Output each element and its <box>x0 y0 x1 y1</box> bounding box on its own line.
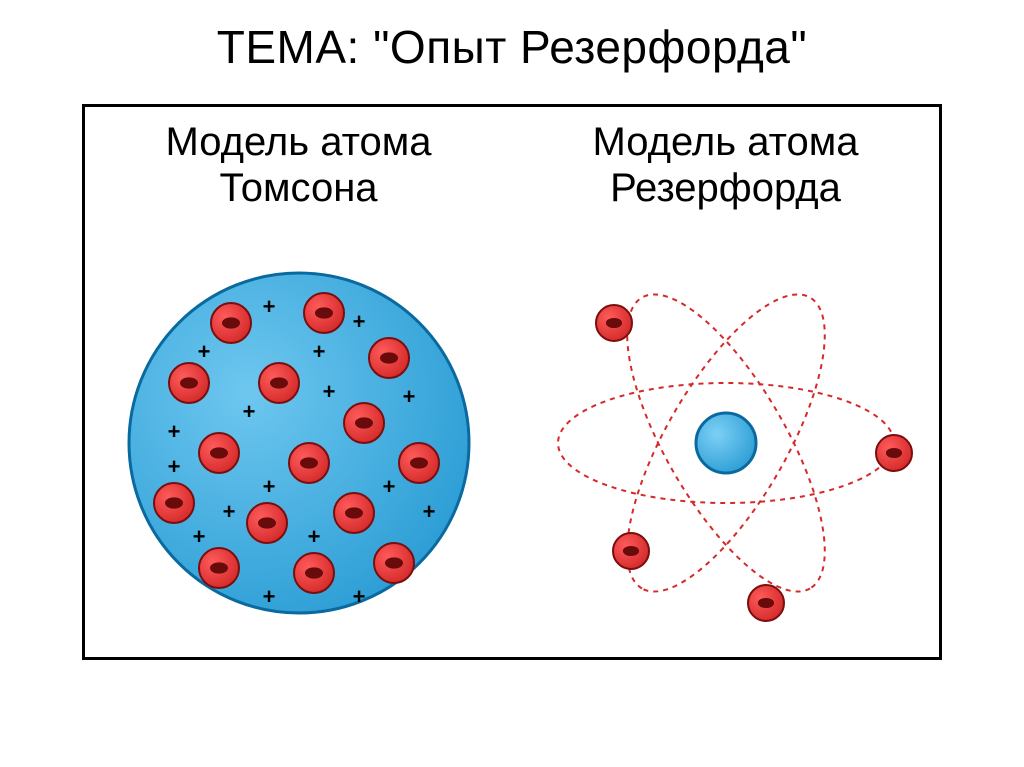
rutherford-panel: Модель атома Резерфорда <box>512 107 939 657</box>
plus-sign: + <box>352 309 365 334</box>
plus-sign: + <box>422 499 435 524</box>
thomson-diagram: + + + + + + + + + + + + + + + + + <box>119 263 479 623</box>
electron <box>596 305 632 341</box>
electron <box>247 503 287 543</box>
plus-sign: + <box>197 339 210 364</box>
rutherford-diagram <box>536 253 916 633</box>
electron <box>199 433 239 473</box>
electron <box>369 338 409 378</box>
electron <box>289 443 329 483</box>
plus-sign: + <box>262 294 275 319</box>
rutherford-model-area <box>512 229 939 657</box>
electron <box>334 493 374 533</box>
plus-sign: + <box>242 399 255 424</box>
plus-sign: + <box>167 419 180 444</box>
electron <box>613 533 649 569</box>
electron <box>154 483 194 523</box>
plus-sign: + <box>192 524 205 549</box>
electron <box>169 363 209 403</box>
rutherford-title-line2: Резерфорда <box>610 166 841 210</box>
thomson-title-line2: Томсона <box>219 166 377 210</box>
thomson-model-area: + + + + + + + + + + + + + + + + + <box>85 229 512 657</box>
electron <box>259 363 299 403</box>
thomson-title: Модель атома Томсона <box>166 119 432 211</box>
plus-sign: + <box>382 474 395 499</box>
plus-sign: + <box>167 454 180 479</box>
diagram-frame: Модель атома Томсона + + + + + + + + + + + + + + + + + М… <box>82 104 942 660</box>
electron <box>374 543 414 583</box>
plus-sign: + <box>312 339 325 364</box>
electron <box>344 403 384 443</box>
electron <box>304 293 344 333</box>
electron <box>399 443 439 483</box>
page-title: ТЕМА: "Опыт Резерфорда" <box>217 20 807 74</box>
electron <box>876 435 912 471</box>
plus-sign: + <box>262 474 275 499</box>
plus-sign: + <box>307 524 320 549</box>
plus-sign: + <box>222 499 235 524</box>
electron <box>211 303 251 343</box>
plus-sign: + <box>402 384 415 409</box>
plus-sign: + <box>262 584 275 609</box>
electron <box>294 553 334 593</box>
thomson-panel: Модель атома Томсона + + + + + + + + + + + + + + + + + <box>85 107 512 657</box>
plus-sign: + <box>352 584 365 609</box>
plus-sign: + <box>322 379 335 404</box>
nucleus <box>696 413 756 473</box>
electron <box>199 548 239 588</box>
rutherford-title: Модель атома Резерфорда <box>593 119 859 211</box>
electron <box>748 585 784 621</box>
rutherford-title-line1: Модель атома <box>593 120 859 164</box>
thomson-title-line1: Модель атома <box>166 120 432 164</box>
